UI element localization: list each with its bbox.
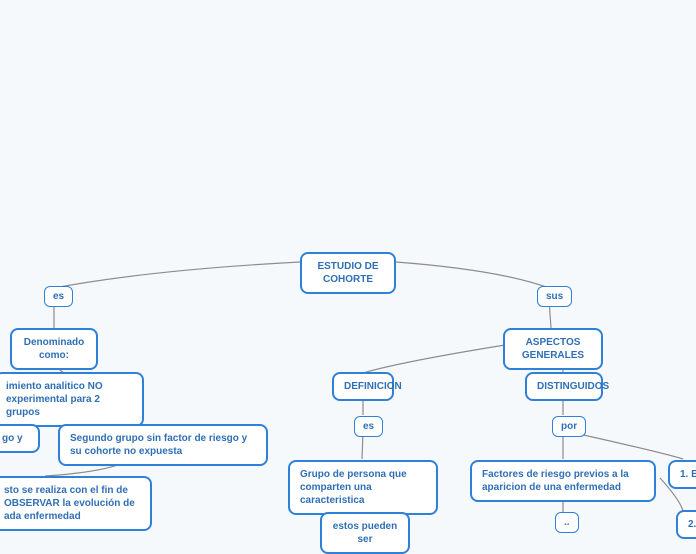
node-root[interactable]: ESTUDIO DE COHORTE bbox=[300, 252, 396, 294]
node-aspectos-label: ASPECTOS GENERALES bbox=[522, 337, 584, 361]
node-goy-label: go y bbox=[2, 433, 23, 444]
connector-es-1-label: es bbox=[53, 291, 64, 302]
connector-cut-1[interactable]: .. bbox=[555, 512, 579, 533]
node-estos-label: estos pueden ser bbox=[333, 521, 397, 545]
node-factores[interactable]: Factores de riesgo previos a la aparicio… bbox=[470, 460, 656, 502]
node-denominado-label: Denominado como: bbox=[24, 337, 85, 361]
connector-es-1[interactable]: es bbox=[44, 286, 73, 307]
node-distinguidos[interactable]: DISTINGUIDOS bbox=[525, 372, 603, 401]
node-fr2[interactable]: 2. F bbox=[676, 510, 696, 539]
connector-por-label: por bbox=[561, 421, 577, 432]
connector-sus-label: sus bbox=[546, 291, 563, 302]
node-grupo[interactable]: Grupo de persona que comparten una carac… bbox=[288, 460, 438, 515]
node-analitico[interactable]: imiento analitico NO experimental para 2… bbox=[0, 372, 144, 427]
node-definicion[interactable]: DEFINICION bbox=[332, 372, 394, 401]
connector-cut-1-label: .. bbox=[564, 517, 570, 528]
node-analitico-label: imiento analitico NO experimental para 2… bbox=[6, 381, 103, 418]
connector-sus[interactable]: sus bbox=[537, 286, 572, 307]
node-fr2-label: 2. F bbox=[688, 519, 696, 530]
node-factores-label: Factores de riesgo previos a la aparicio… bbox=[482, 469, 629, 493]
node-root-label: ESTUDIO DE COHORTE bbox=[317, 261, 378, 285]
node-en1[interactable]: 1. En bbox=[668, 460, 696, 489]
node-definicion-label: DEFINICION bbox=[344, 381, 402, 392]
node-segundo-label: Segundo grupo sin factor de riesgo y su … bbox=[70, 433, 247, 457]
node-observar[interactable]: sto se realiza con el fin de OBSERVAR la… bbox=[0, 476, 152, 531]
node-aspectos[interactable]: ASPECTOS GENERALES bbox=[503, 328, 603, 370]
node-grupo-label: Grupo de persona que comparten una carac… bbox=[300, 469, 407, 506]
node-en1-label: 1. En bbox=[680, 469, 696, 480]
node-distinguidos-label: DISTINGUIDOS bbox=[537, 381, 609, 392]
connector-es-2[interactable]: es bbox=[354, 416, 383, 437]
node-denominado[interactable]: Denominado como: bbox=[10, 328, 98, 370]
node-segundo[interactable]: Segundo grupo sin factor de riesgo y su … bbox=[58, 424, 268, 466]
node-estos[interactable]: estos pueden ser bbox=[320, 512, 410, 554]
node-goy[interactable]: go y bbox=[0, 424, 40, 453]
node-observar-label: sto se realiza con el fin de OBSERVAR la… bbox=[4, 485, 135, 522]
connector-por[interactable]: por bbox=[552, 416, 586, 437]
connector-es-2-label: es bbox=[363, 421, 374, 432]
